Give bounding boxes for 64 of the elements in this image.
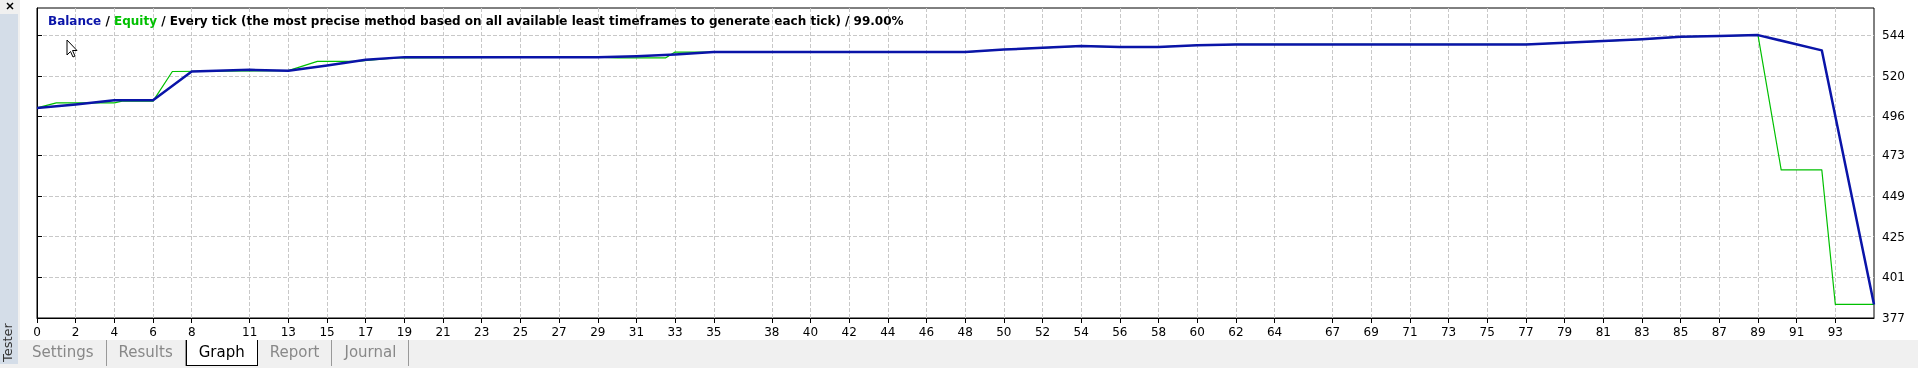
text: Report bbox=[257, 340, 333, 366]
y-tick-label: 425 bbox=[1882, 229, 1905, 244]
text: Settings bbox=[20, 340, 107, 366]
x-tick-label: 38 bbox=[764, 325, 780, 339]
text: Journal bbox=[332, 340, 410, 366]
x-tick-label: 29 bbox=[590, 325, 606, 339]
text: Equity bbox=[113, 14, 158, 28]
y-tick-label: 449 bbox=[1882, 189, 1905, 204]
y-tick-label: 496 bbox=[1882, 109, 1905, 124]
x-tick-label: 83 bbox=[1634, 325, 1650, 339]
x-tick-label: 67 bbox=[1324, 325, 1341, 339]
text: / bbox=[161, 14, 166, 28]
x-tick-label: 2 bbox=[71, 325, 80, 339]
x-tick-label: 87 bbox=[1711, 325, 1727, 339]
x-tick-label: 27 bbox=[551, 325, 567, 339]
y-tick-label: 401 bbox=[1882, 270, 1905, 285]
x-tick-label: 50 bbox=[996, 325, 1012, 339]
x-tick-label: 17 bbox=[358, 325, 374, 339]
x-tick-label: 11 bbox=[242, 325, 258, 339]
x-tick-label: 89 bbox=[1750, 325, 1766, 339]
x-tick-label: 33 bbox=[667, 325, 683, 339]
y-tick-label: 473 bbox=[1882, 148, 1905, 163]
x-tick-label: 0 bbox=[33, 325, 41, 339]
x-tick-label: 42 bbox=[841, 325, 857, 339]
x-tick-label: 93 bbox=[1827, 325, 1843, 339]
x-tick-label: 64 bbox=[1266, 325, 1283, 339]
x-tick-label: 35 bbox=[706, 325, 722, 339]
text: Tester bbox=[0, 323, 15, 362]
x-tick-label: 69 bbox=[1363, 325, 1379, 339]
x-tick-label: 52 bbox=[1034, 325, 1051, 339]
x-tick-label: 4 bbox=[110, 325, 119, 339]
x-tick-label: 60 bbox=[1189, 325, 1205, 339]
x-tick-label: 62 bbox=[1228, 325, 1244, 339]
x-tick-label: 81 bbox=[1595, 325, 1611, 339]
x-tick-label: 21 bbox=[435, 325, 451, 339]
x-tick-label: 19 bbox=[396, 325, 413, 339]
text: Results bbox=[106, 340, 186, 366]
x-tick-label: 56 bbox=[1112, 325, 1128, 339]
x-tick-label: 13 bbox=[280, 325, 297, 339]
y-tick-label: 377 bbox=[1882, 311, 1905, 325]
x-tick-label: 85 bbox=[1672, 325, 1689, 339]
x-tick-label: 40 bbox=[802, 325, 819, 339]
x-tick-label: 91 bbox=[1789, 325, 1805, 339]
x-tick-label: 71 bbox=[1402, 325, 1418, 339]
x-tick-label: 15 bbox=[319, 325, 335, 339]
x-tick-label: 48 bbox=[957, 325, 973, 339]
x-tick-label: 46 bbox=[918, 325, 935, 339]
x-tick-label: 6 bbox=[149, 325, 157, 339]
annotation: / bbox=[101, 14, 114, 28]
x-tick-label: 54 bbox=[1073, 325, 1089, 339]
x-tick-label: 23 bbox=[474, 325, 490, 339]
y-tick-label: 520 bbox=[1882, 68, 1905, 83]
text: Balance bbox=[48, 14, 102, 28]
x-tick-label: 31 bbox=[628, 325, 645, 339]
x-tick-label: 79 bbox=[1556, 325, 1573, 339]
x-tick-label: 58 bbox=[1150, 325, 1167, 339]
text: Every tick (the most precise method based on all available least timeframes to generate each tick) / 99.00% bbox=[169, 14, 904, 28]
x-tick-label: 73 bbox=[1440, 325, 1457, 339]
x-tick-label: 8 bbox=[187, 325, 196, 339]
x-tick-label: 44 bbox=[880, 325, 896, 339]
x-tick-label: 77 bbox=[1518, 325, 1534, 339]
y-tick-label: 544 bbox=[1882, 28, 1905, 43]
x-tick-label: 75 bbox=[1479, 325, 1495, 339]
x-tick-label: 25 bbox=[512, 325, 529, 339]
